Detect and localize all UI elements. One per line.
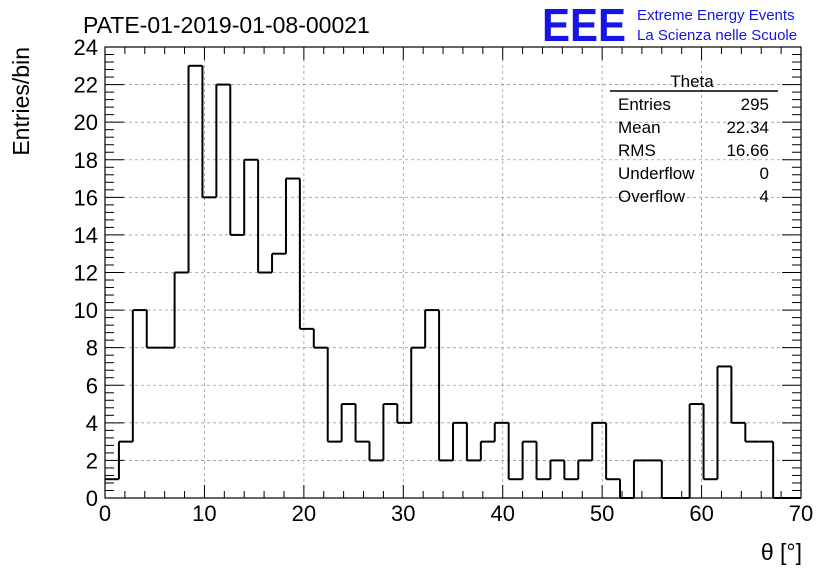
x-tick-label: 50	[590, 501, 614, 526]
eee-logo-text: EEE	[542, 0, 626, 51]
y-tick-label: 6	[86, 373, 98, 398]
y-tick-label: 8	[86, 336, 98, 361]
y-tick-label: 22	[74, 73, 98, 98]
stats-value-rms: 16.66	[726, 141, 769, 160]
histogram-series	[105, 64, 801, 499]
y-tick-label: 14	[74, 223, 98, 248]
y-tick-label: 20	[74, 110, 98, 135]
y-axis-label: Entries/bin	[8, 47, 34, 156]
stats-label-entries: Entries	[618, 95, 671, 114]
y-tick-label: 12	[74, 261, 98, 286]
y-tick-label: 16	[74, 185, 98, 210]
y-tick-label: 0	[86, 486, 98, 511]
x-axis-label: θ [°]	[761, 539, 802, 565]
axis-ticks	[104, 46, 802, 499]
y-tick-label: 24	[74, 35, 98, 60]
stats-label-rms: RMS	[618, 141, 656, 160]
y-tick-label: 4	[86, 411, 98, 436]
x-tick-label: 0	[99, 501, 111, 526]
logo-line-1: Extreme Energy Events	[637, 7, 795, 24]
x-tick-label: 30	[391, 501, 415, 526]
x-tick-label: 40	[490, 501, 514, 526]
x-tick-label: 10	[192, 501, 216, 526]
stats-label-underflow: Underflow	[618, 164, 695, 183]
logo-line-2: La Scienza nelle Scuole	[637, 27, 797, 44]
y-tick-label: 2	[86, 448, 98, 473]
stats-value-overflow: 4	[760, 187, 769, 206]
x-tick-label: 20	[292, 501, 316, 526]
stats-title: Theta	[670, 72, 714, 91]
stats-value-entries: 295	[741, 95, 769, 114]
x-tick-label: 60	[689, 501, 713, 526]
eee-logo: EEE Extreme Energy Events La Scienza nel…	[542, 0, 797, 51]
stats-label-overflow: Overflow	[618, 187, 686, 206]
x-tick-label: 70	[789, 501, 813, 526]
y-tick-label: 18	[74, 148, 98, 173]
stats-value-underflow: 0	[760, 164, 769, 183]
chart-title: PATE-01-2019-01-08-00021	[83, 12, 370, 38]
stats-box: Theta Entries 295 Mean 22.34 RMS 16.66 U…	[610, 72, 778, 206]
stats-value-mean: 22.34	[726, 118, 769, 137]
y-tick-label: 10	[74, 298, 98, 323]
stats-label-mean: Mean	[618, 118, 661, 137]
